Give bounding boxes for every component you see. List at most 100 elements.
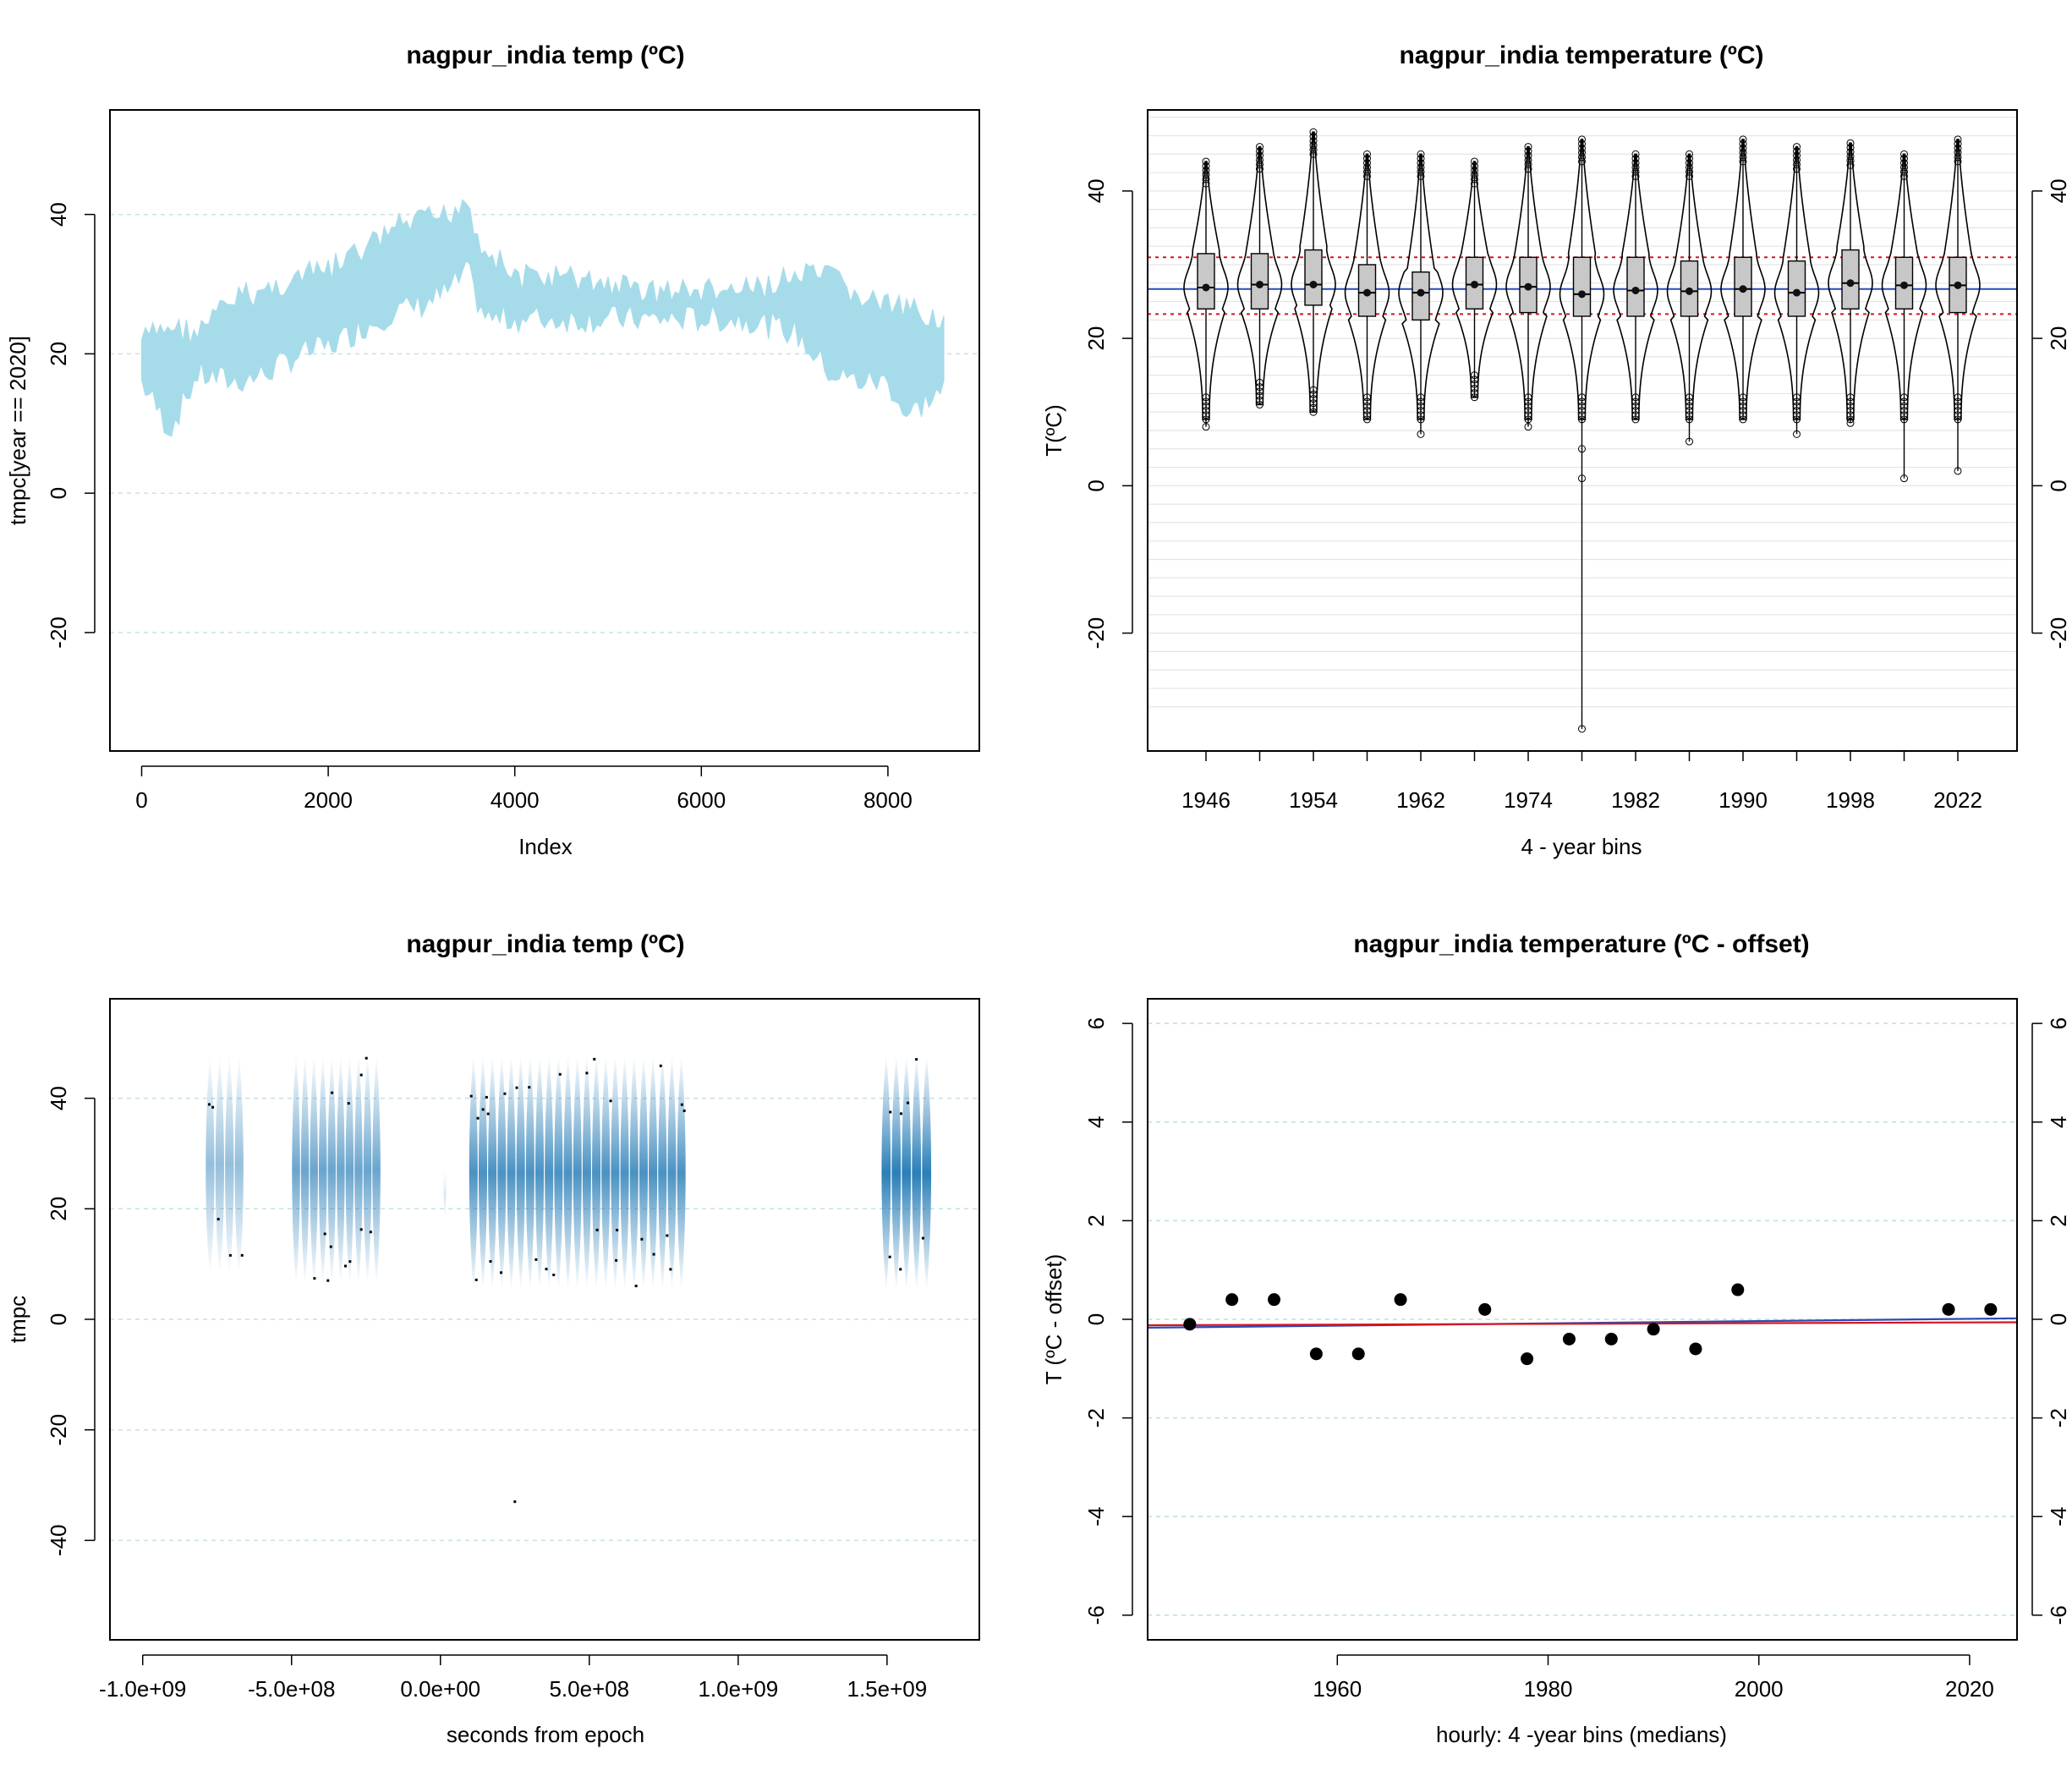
data-point xyxy=(1984,1302,1998,1316)
outlier xyxy=(1739,393,1747,402)
y-tick-label: -20 xyxy=(46,617,71,649)
outlier xyxy=(1256,392,1263,400)
data-point xyxy=(609,1099,612,1103)
outlier xyxy=(1471,371,1478,380)
violin xyxy=(1773,145,1820,420)
y-tick-label: -6 xyxy=(1083,1605,1109,1625)
y-tick-label: 0 xyxy=(1083,1313,1109,1325)
outlier xyxy=(1363,393,1371,402)
median-point xyxy=(1686,287,1693,295)
outlier xyxy=(1686,397,1693,406)
density-stripe xyxy=(881,1054,891,1292)
outlier xyxy=(1793,165,1801,173)
outlier xyxy=(1256,387,1263,396)
outlier xyxy=(1417,397,1425,406)
y-tick-label: 20 xyxy=(46,1197,71,1221)
outlier xyxy=(1524,165,1532,173)
outlier xyxy=(1739,140,1747,148)
y-tick-label: -20 xyxy=(1083,617,1109,650)
x-tick-label: 2000 xyxy=(304,787,353,813)
data-point xyxy=(1183,1318,1197,1331)
x-tick-label: 1980 xyxy=(1524,1676,1573,1702)
density-stripe xyxy=(206,1054,215,1275)
outlier xyxy=(1793,406,1801,414)
density-stripe xyxy=(443,1168,447,1220)
y-tick-label: 0 xyxy=(46,1313,71,1325)
data-point xyxy=(1268,1293,1281,1307)
outlier xyxy=(1471,384,1478,392)
trend-line-red xyxy=(1147,1321,2018,1327)
outlier xyxy=(1309,390,1318,398)
outlier xyxy=(1631,393,1640,402)
data-point xyxy=(640,1237,644,1241)
violin xyxy=(1720,139,1766,420)
data-point xyxy=(1942,1302,1955,1316)
median-point xyxy=(1363,288,1371,297)
median-point xyxy=(1524,282,1532,291)
x-tick-label: 1954 xyxy=(1289,787,1338,813)
plot-frame xyxy=(109,998,980,1641)
y-tick-label: 2 xyxy=(2046,1214,2071,1226)
y-axis-label: tmpc xyxy=(5,1296,30,1343)
x-axis-label: 4 - year bins xyxy=(1521,834,1642,859)
median-point xyxy=(1417,288,1425,297)
x-tick-label: 2020 xyxy=(1945,1676,1994,1702)
outlier xyxy=(1846,415,1855,424)
outlier xyxy=(1202,415,1210,424)
data-point xyxy=(369,1231,372,1234)
outlier xyxy=(1846,148,1855,156)
data-point xyxy=(474,1278,478,1281)
outlier xyxy=(1578,411,1586,419)
density-stripe xyxy=(592,1054,601,1292)
density-stripe xyxy=(902,1054,912,1292)
y-tick-label: 20 xyxy=(46,342,71,366)
box xyxy=(1197,253,1215,310)
data-point xyxy=(899,1268,902,1271)
outlier xyxy=(1846,152,1855,161)
data-point xyxy=(1689,1342,1702,1356)
outlier xyxy=(1793,397,1801,406)
outlier xyxy=(1954,135,1962,144)
data-point xyxy=(365,1056,368,1060)
y-axis-right: -20 0 20 40 xyxy=(2031,178,2071,649)
x-tick-label: 1.5e+09 xyxy=(847,1676,928,1702)
x-tick-label: 5.0e+08 xyxy=(549,1676,629,1702)
outlier xyxy=(1793,430,1801,438)
violin xyxy=(1236,145,1283,406)
outlier xyxy=(1471,175,1478,184)
outlier xyxy=(1686,163,1693,172)
density-stripe xyxy=(629,1054,639,1292)
y-tick-label: -4 xyxy=(2046,1507,2071,1527)
outlier xyxy=(1417,402,1425,410)
density-stripe xyxy=(535,1054,545,1292)
outlier xyxy=(1309,137,1318,145)
outlier xyxy=(1686,159,1693,167)
outlier xyxy=(1202,402,1210,410)
outlier xyxy=(1954,153,1962,162)
outlier xyxy=(1793,415,1801,424)
outlier xyxy=(1578,415,1586,424)
outlier xyxy=(1524,402,1532,410)
outlier xyxy=(1202,423,1210,431)
outlier xyxy=(1686,411,1693,419)
outlier xyxy=(1686,415,1693,424)
outlier xyxy=(1363,159,1371,167)
outlier xyxy=(1686,437,1693,446)
violin xyxy=(1613,153,1658,420)
y-tick-label: 20 xyxy=(1083,326,1109,351)
outlier xyxy=(1309,132,1318,140)
x-tick-label: 8000 xyxy=(863,787,913,813)
outlier xyxy=(1524,423,1532,431)
outlier xyxy=(1524,397,1532,406)
outlier xyxy=(1631,415,1640,424)
outlier xyxy=(1417,415,1425,424)
data-point xyxy=(1225,1293,1239,1307)
plot-frame xyxy=(1147,998,2018,1641)
outlier xyxy=(1256,396,1263,404)
data-point xyxy=(207,1103,211,1106)
box xyxy=(1787,260,1806,317)
x-tick-label: 1946 xyxy=(1181,787,1231,813)
violin xyxy=(1881,153,1927,420)
outlier xyxy=(1686,167,1693,176)
data-point xyxy=(659,1064,662,1067)
